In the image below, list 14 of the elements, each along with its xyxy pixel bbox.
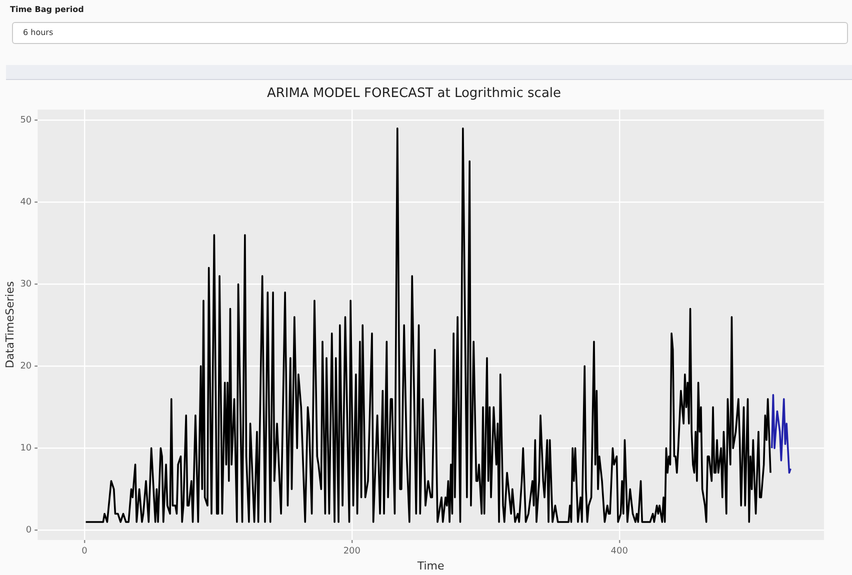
y-axis-title: DataTimeSeries — [3, 281, 16, 368]
chart-title: ARIMA MODEL FORECAST at Logrithmic scale — [266, 86, 562, 102]
x-tick-label: 400 — [610, 546, 628, 557]
x-tick-label: 0 — [82, 546, 88, 557]
y-tick-label: 40 — [20, 198, 32, 208]
x-axis-title: Time — [416, 559, 445, 572]
y-tick-label: 20 — [20, 362, 32, 372]
y-tick-label: 10 — [20, 444, 32, 454]
text: Time Bag period — [10, 5, 84, 14]
x-tick-label: 200 — [343, 546, 361, 557]
dropdown-field: 6 hours — [12, 22, 848, 44]
y-tick-label: 0 — [26, 526, 32, 536]
y-tick-label: 50 — [20, 116, 32, 126]
y-tick-label: 30 — [20, 280, 32, 290]
